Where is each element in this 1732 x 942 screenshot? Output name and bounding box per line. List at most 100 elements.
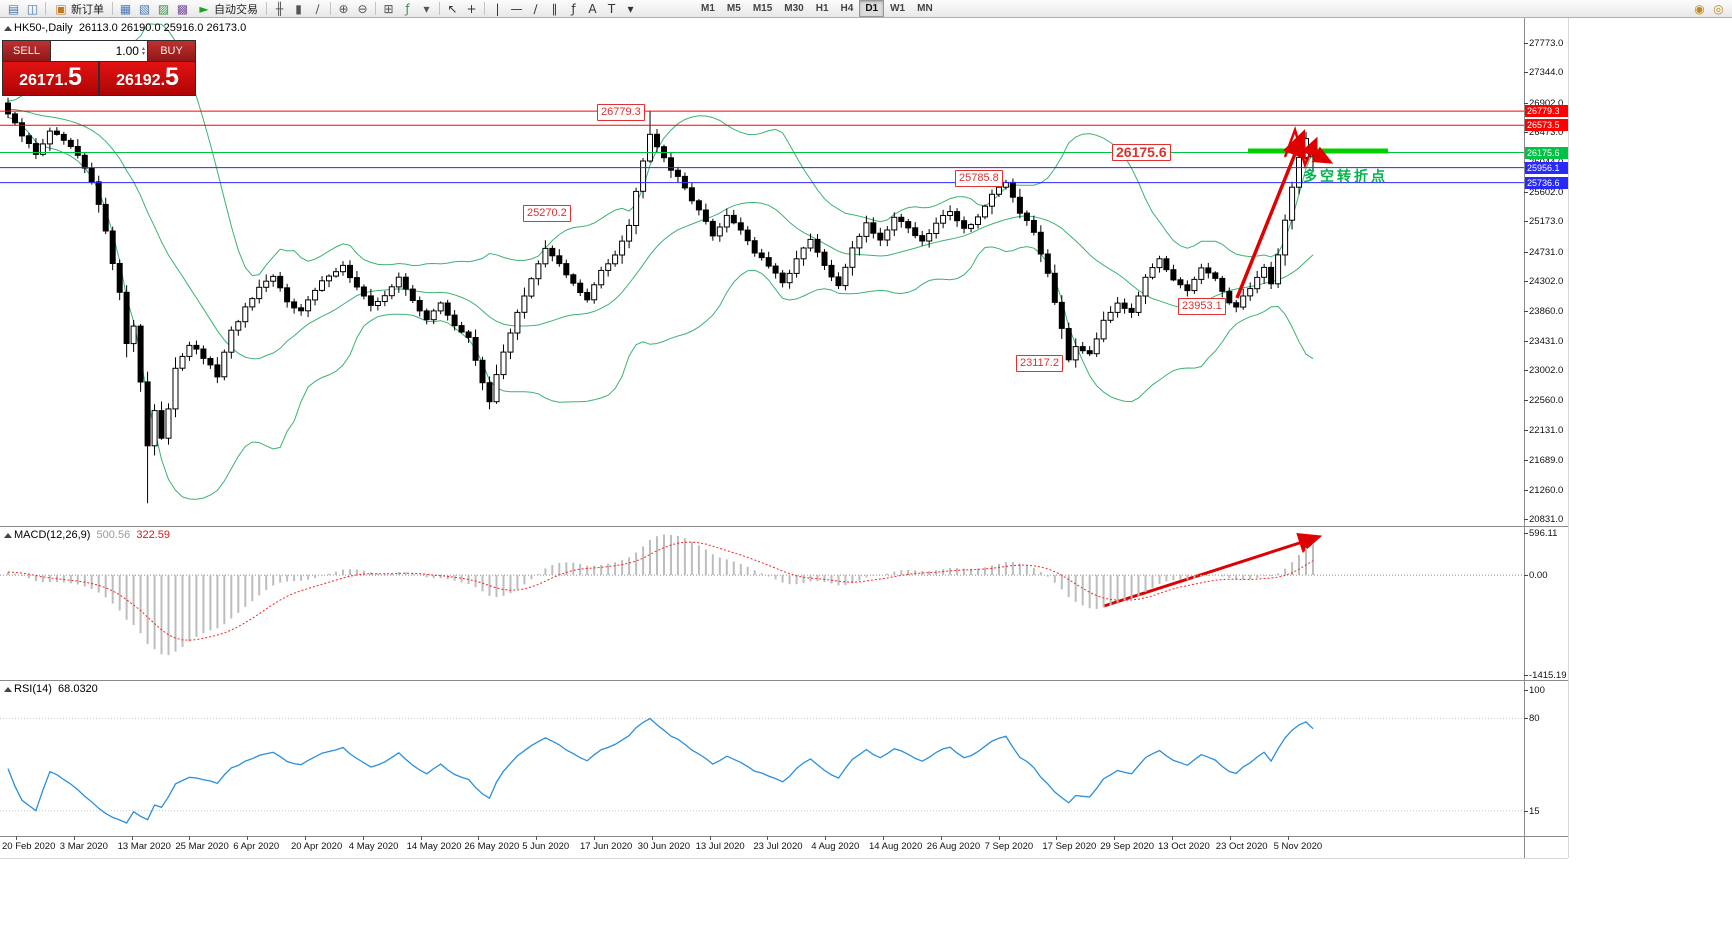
date-axis-mark: [594, 836, 595, 840]
toolbar-separator: [45, 2, 46, 15]
date-axis-label: 26 May 2020: [464, 841, 520, 852]
price-tag-25736.6: 25736.6: [1525, 177, 1568, 189]
panel-separator[interactable]: [0, 680, 1568, 681]
timeframe-h1-button[interactable]: H1: [815, 3, 829, 14]
price-level-label-23117.2[interactable]: 23117.2: [1016, 355, 1063, 372]
date-axis-mark: [189, 836, 191, 840]
collapse-rsi-panel-icon[interactable]: [4, 687, 12, 692]
indicators-icon[interactable]: ƒ: [405, 1, 410, 16]
collapse-macd-panel-icon[interactable]: [4, 533, 12, 538]
macd-axis-label-mark: [1524, 575, 1528, 576]
date-axis-mark: [825, 836, 827, 840]
trend-arrow-1[interactable]: [1235, 129, 1306, 299]
macd-axis-label-mark: [1524, 533, 1528, 534]
timeframe-d1-button[interactable]: D1: [859, 0, 885, 17]
price-level-label-26175.6[interactable]: 26175.6: [1112, 144, 1171, 161]
date-axis-label: 6 Apr 2020: [233, 841, 280, 852]
community-icon[interactable]: ◉: [1694, 1, 1705, 16]
fibonacci-icon[interactable]: ƒ: [571, 1, 576, 16]
date-axis-mark: [998, 836, 1000, 840]
macd-axis-label: 596.11: [1529, 528, 1558, 539]
chart-title: HK50-,Daily 26113.0 26190.0 25916.0 2617…: [14, 22, 246, 34]
price-axis-label: 26473.0: [1529, 127, 1564, 138]
zigzag-arrow[interactable]: [1283, 125, 1318, 169]
date-axis-label: 3 Mar 2020: [59, 841, 108, 852]
date-axis-label: 17 Sep 2020: [1042, 841, 1097, 852]
date-axis-label: 13 Jul 2020: [695, 841, 745, 852]
volume-input[interactable]: 1.00 ▴ ▾: [51, 41, 147, 61]
date-axis-label: 4 Aug 2020: [811, 841, 860, 852]
collapse-main-panel-icon[interactable]: [4, 26, 12, 31]
channel-icon[interactable]: ∥: [551, 1, 558, 16]
chart-profiles-icon[interactable]: ◫: [26, 1, 39, 16]
trend-arrow-2[interactable]: [1301, 145, 1334, 164]
price-level-label-23953.1[interactable]: 23953.1: [1178, 298, 1226, 315]
price-axis-label: 22131.0: [1529, 425, 1564, 436]
sell-button[interactable]: SELL: [3, 41, 50, 61]
price-axis-label-mark: [1524, 311, 1528, 312]
date-axis-mark: [767, 836, 769, 840]
tile-windows-icon[interactable]: ⊞: [383, 1, 394, 16]
price-level-label-26779.3[interactable]: 26779.3: [597, 104, 645, 121]
trendline-icon[interactable]: ∕: [533, 1, 538, 16]
macd-name: MACD(12,26,9): [14, 529, 91, 541]
arrows-dropdown-icon[interactable]: ▾: [627, 1, 634, 16]
date-axis-mark: [16, 836, 17, 840]
timeframe-mn-button[interactable]: MN: [917, 3, 933, 14]
new-order-button-label: 新订单: [71, 3, 104, 16]
price-level-label-25270.2[interactable]: 25270.2: [523, 205, 571, 222]
date-axis-mark: [1287, 836, 1289, 840]
turning-point-annotation[interactable]: 多空转折点: [1303, 168, 1388, 184]
timeframe-m15-button[interactable]: M15: [752, 3, 773, 14]
text-label-icon[interactable]: T: [607, 1, 616, 16]
auto-trading-button[interactable]: ► 自动交易: [192, 1, 263, 17]
macd-axis-label: -1415.19: [1529, 670, 1567, 681]
timeframe-w1-button[interactable]: W1: [890, 3, 906, 14]
zoom-in-icon[interactable]: ⊕: [338, 1, 349, 16]
help-icon[interactable]: ◎: [1713, 1, 1724, 16]
date-axis-mark: [1172, 836, 1173, 840]
zoom-out-icon[interactable]: ⊖: [357, 1, 368, 16]
trend-arrow-3[interactable]: [1103, 532, 1323, 608]
panel-separator[interactable]: [0, 526, 1568, 527]
bar-chart-icon[interactable]: ╫: [275, 1, 284, 16]
timeframe-m30-button[interactable]: M30: [784, 3, 804, 14]
ohlc-values: 26113.0 26190.0 25916.0 26173.0: [78, 22, 247, 34]
candlestick-chart-icon[interactable]: ▮: [295, 1, 302, 16]
crosshair-icon[interactable]: +: [466, 1, 477, 16]
vertical-line-icon[interactable]: |: [495, 1, 500, 16]
timeframe-h4-button[interactable]: H4: [840, 3, 854, 14]
timeframe-m5-button[interactable]: M5: [726, 3, 741, 14]
symbol-period-label: HK50-,Daily: [14, 22, 73, 34]
price-level-label-25785.8[interactable]: 25785.8: [955, 170, 1003, 187]
volume-spinner: ▴ ▾: [141, 46, 145, 57]
terminal-icon[interactable]: ▩: [176, 1, 189, 16]
buy-price-pip: 5: [165, 63, 179, 91]
sell-price-button[interactable]: 26171. 5: [3, 62, 98, 95]
date-axis-mark: [247, 836, 249, 840]
buy-button[interactable]: BUY: [148, 41, 195, 61]
new-order-button[interactable]: ▣ 新订单: [49, 1, 109, 17]
indicator-dropdown-icon[interactable]: ▾: [423, 1, 430, 16]
text-icon[interactable]: A: [588, 1, 597, 16]
new-chart-icon[interactable]: ▤: [7, 1, 20, 16]
market-watch-icon[interactable]: ▦: [119, 1, 132, 16]
date-axis-line: [0, 836, 1568, 837]
volume-down-button[interactable]: ▾: [141, 50, 145, 57]
navigator-icon[interactable]: ▨: [157, 1, 170, 16]
timeframe-m1-button[interactable]: M1: [701, 3, 715, 14]
line-chart-icon[interactable]: ∕: [315, 1, 320, 16]
price-tag-26175.6: 26175.6: [1525, 147, 1568, 159]
rsi-value: 68.0320: [58, 683, 98, 695]
date-axis-mark: [478, 836, 480, 840]
price-axis-label: 23431.0: [1529, 336, 1564, 347]
buy-price-button[interactable]: 26192. 5: [100, 62, 195, 95]
price-axis-label-mark: [1524, 72, 1528, 73]
data-window-icon[interactable]: ▧: [138, 1, 151, 16]
price-tag-25956.1: 25956.1: [1525, 162, 1568, 174]
horizontal-line-icon[interactable]: —: [510, 1, 523, 16]
date-axis-mark: [1229, 836, 1231, 840]
macd-main-value: 500.56: [96, 529, 131, 541]
cursor-icon[interactable]: ↖: [447, 1, 458, 16]
